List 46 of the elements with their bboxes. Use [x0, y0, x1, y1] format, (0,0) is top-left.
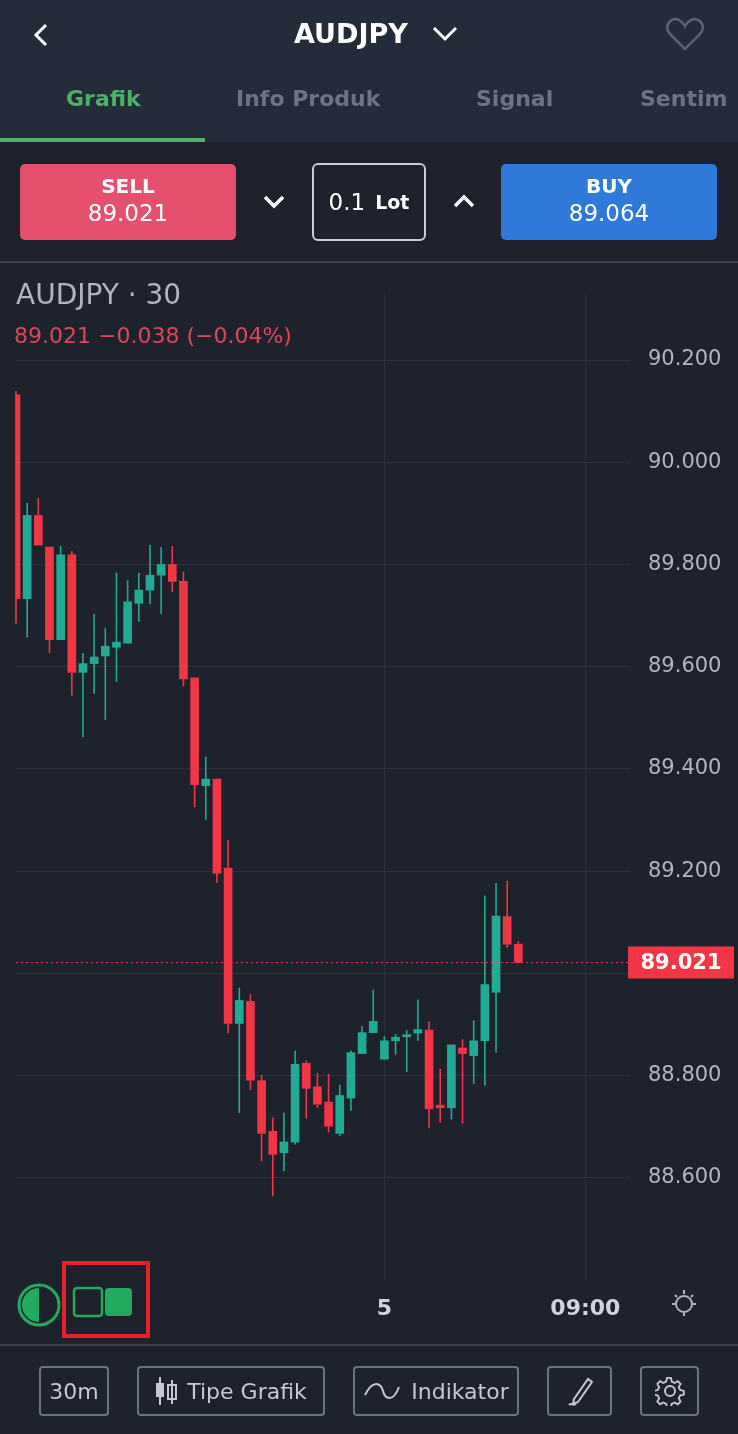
text: SELL: [100, 174, 156, 198]
candlestick: [313, 1072, 322, 1109]
candlestick: [145, 544, 155, 606]
ref-line-label: 89.021: [640, 950, 722, 975]
candlestick: [134, 571, 144, 623]
candlestick: [156, 546, 166, 615]
y-tick-label: 89.200: [648, 857, 722, 882]
text: Grafik: [66, 86, 141, 111]
candlestick: [469, 1019, 479, 1085]
candlestick: [458, 1038, 467, 1125]
candlestick: [201, 755, 211, 821]
text: Indikator: [411, 1378, 509, 1404]
y-tick-label: 90.200: [648, 346, 722, 371]
candlestick: [234, 986, 244, 1114]
text: 89.021: [86, 200, 170, 226]
text: 89.064: [567, 200, 651, 226]
candlestick: [112, 571, 121, 683]
candlestick: [368, 988, 378, 1034]
text: AUDJPY: [294, 18, 408, 49]
text: Info Produk: [236, 86, 381, 111]
y-tick-label: 89.800: [648, 550, 722, 575]
text: Lot: [375, 191, 410, 213]
text: Sentim: [640, 86, 728, 111]
y-tick-label: 89.400: [648, 755, 722, 780]
candlestick: [380, 1035, 389, 1061]
chart-title: AUDJPY · 30: [16, 278, 182, 311]
text: 0.1: [328, 189, 366, 215]
candlestick: [435, 1068, 445, 1124]
text: Tipe Grafik: [187, 1378, 307, 1404]
candlestick: [167, 545, 177, 593]
y-tick-label: 89.600: [648, 653, 722, 678]
y-tick-label: 88.800: [648, 1062, 722, 1087]
text: BUY: [585, 174, 633, 198]
candlestick: [78, 652, 88, 739]
text: Signal: [476, 86, 554, 111]
y-tick-label: 88.600: [648, 1164, 722, 1189]
x-tick-label: 5: [376, 1294, 393, 1320]
text: 30m: [49, 1378, 99, 1404]
x-tick-label: 09:00: [550, 1294, 621, 1320]
candlestick: [268, 1116, 278, 1197]
candlestick: [402, 1029, 412, 1073]
candlestick: [357, 1025, 367, 1055]
candlestick: [391, 1033, 400, 1056]
y-tick-label: 90.000: [648, 448, 722, 473]
text: 89.021 −0.038 (−0.04%): [14, 323, 292, 348]
candlestick: [100, 627, 110, 721]
